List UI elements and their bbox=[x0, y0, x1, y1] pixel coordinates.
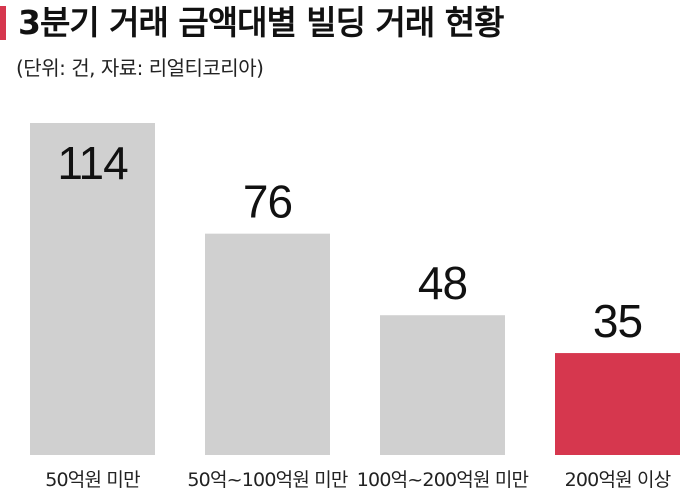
chart-subtitle: (단위: 건, 자료: 리얼티코리아) bbox=[16, 56, 264, 80]
value-label-4: 35 bbox=[593, 295, 642, 347]
category-label-2: 50억~100억원 미만 bbox=[187, 469, 348, 491]
bar-1 bbox=[30, 123, 155, 455]
title-accent-bar bbox=[0, 6, 6, 40]
bar-3 bbox=[380, 315, 505, 455]
category-label-1: 50억원 미만 bbox=[45, 469, 140, 491]
bar-4 bbox=[555, 353, 680, 455]
bar-2 bbox=[205, 233, 330, 455]
chart-title: 3분기 거래 금액대별 빌딩 거래 현황 bbox=[18, 3, 504, 42]
category-label-4: 200억원 이상 bbox=[565, 469, 671, 491]
value-label-2: 76 bbox=[243, 176, 292, 228]
value-label-3: 48 bbox=[418, 257, 467, 309]
category-label-3: 100억~200억원 미만 bbox=[357, 469, 529, 491]
value-label-1: 114 bbox=[57, 137, 128, 189]
